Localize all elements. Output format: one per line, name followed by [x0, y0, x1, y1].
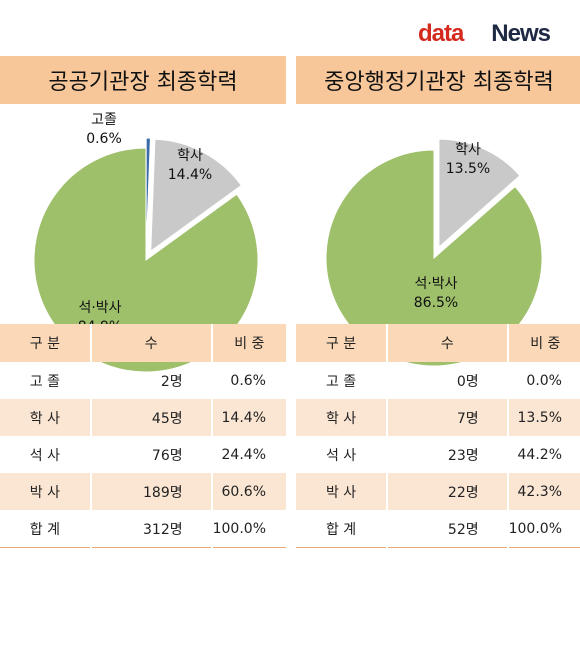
table-row: 박 사 22명 42.3% — [296, 473, 580, 510]
table-cell: 22명 — [386, 473, 508, 510]
table-cell: 23명 — [386, 436, 508, 473]
table-row: 학 사 7명 13.5% — [296, 399, 580, 436]
column-header: 구 분 — [296, 324, 388, 362]
table-row: 고 졸 0명 0.0% — [296, 362, 580, 399]
table-cell: 박 사 — [296, 473, 388, 510]
table-cell: 52명 — [386, 510, 508, 548]
table-cell: 76명 — [89, 436, 212, 473]
table-cell: 학 사 — [0, 399, 91, 436]
logo-part-data: data — [417, 20, 464, 47]
table-cell: 100.0% — [210, 510, 286, 548]
column-header: 수 — [386, 324, 508, 362]
table-cell: 100.0% — [506, 510, 580, 548]
column-header: 수 — [89, 324, 212, 362]
table-cell: 24.4% — [210, 436, 286, 473]
table-cell: 13.5% — [506, 399, 580, 436]
table-row: 합 계 52명 100.0% — [296, 510, 580, 548]
column-header: 비 중 — [210, 324, 286, 362]
table-cell: 2명 — [89, 362, 212, 399]
slice-percent-label: 14.4% — [168, 167, 212, 183]
pie-chart-central: 학사 13.5% 석·박사 86.5% — [325, 138, 543, 367]
pie-slice — [150, 138, 243, 253]
column-header: 구 분 — [0, 324, 91, 362]
table-cell: 312명 — [89, 510, 212, 548]
slice-category-label: 석·박사 — [78, 300, 121, 316]
chart-title: 공공기관장 최종학력 — [0, 56, 286, 104]
table-row: 학 사 45명 14.4% — [0, 399, 286, 436]
slice-category-label: 학사 — [177, 148, 203, 164]
slice-category-label: 석·박사 — [414, 276, 457, 292]
table-cell: 14.4% — [210, 399, 286, 436]
table-row: 석 사 76명 24.4% — [0, 436, 286, 473]
slice-percent-label: 13.5% — [446, 161, 490, 177]
table-cell: 0.0% — [506, 362, 580, 399]
table-cell: 45명 — [89, 399, 212, 436]
pie-slice — [145, 137, 151, 251]
table-cell: 44.2% — [506, 436, 580, 473]
slice-percent-label: 86.5% — [414, 295, 458, 311]
table-cell: 합 계 — [296, 510, 388, 548]
table-cell: 7명 — [386, 399, 508, 436]
table-cell: 석 사 — [29, 447, 60, 464]
chart-title: 중앙행정기관장 최종학력 — [296, 56, 580, 104]
table-cell: 합 계 — [0, 510, 91, 548]
central-admin-panel: 중앙행정기관장 최종학력 학사 13.5% 석·박사 86.5% — [296, 56, 580, 372]
table-row: 박 사 189명 60.6% — [0, 473, 286, 510]
pie-slice — [438, 138, 521, 249]
table-cell: 박 사 — [0, 473, 91, 510]
column-header: 비 중 — [506, 324, 580, 362]
table-row: 석 사 23명 44.2% — [296, 436, 580, 473]
slice-category-label: 학사 — [455, 142, 481, 158]
logo-part-news: News — [491, 20, 551, 47]
table-row: 고 졸 2명 0.6% — [0, 362, 286, 399]
table-cell: 60.6% — [210, 473, 286, 510]
table-cell: 고 졸 — [325, 373, 357, 390]
table-row: 합 계 312명 100.0% — [0, 510, 286, 548]
table-cell: 고 졸 — [29, 373, 60, 390]
slice-category-label: 고졸 — [91, 112, 117, 128]
table-cell: 189명 — [89, 473, 212, 510]
table-cell: 학 사 — [296, 399, 388, 436]
table-cell: 0명 — [386, 362, 508, 399]
datanews-logo: data News — [418, 20, 570, 48]
slice-percent-label: 0.6% — [86, 131, 122, 147]
table-cell: 석 사 — [325, 447, 357, 464]
table-cell: 0.6% — [210, 362, 286, 399]
table-cell: 42.3% — [506, 473, 580, 510]
